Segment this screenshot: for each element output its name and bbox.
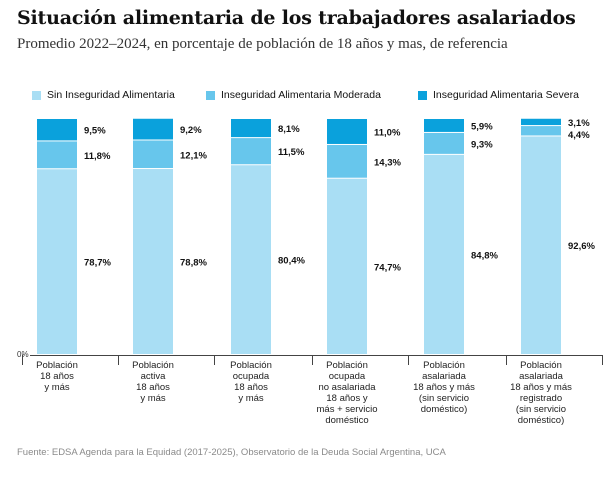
legend-item-sin: Sin Inseguridad Alimentaria <box>32 89 175 101</box>
category-label: ocupada <box>233 371 270 382</box>
legend: Sin Inseguridad Alimentaria Inseguridad … <box>0 89 616 105</box>
category-label: 18 años <box>136 382 170 393</box>
bar-segment-severa <box>133 118 173 140</box>
category-label: no asalariada <box>318 382 376 393</box>
data-label-moderada: 11,8% <box>84 151 111 162</box>
bar-segment-moderada <box>327 144 367 178</box>
bar-segment-moderada <box>521 126 561 136</box>
data-label-severa: 3,1% <box>568 118 590 129</box>
category-label: asalariada <box>422 371 467 382</box>
bar-segment-sin <box>133 169 173 354</box>
bar-segment-moderada <box>37 141 77 169</box>
bar-segment-sin <box>424 154 464 354</box>
category-label: asalariada <box>519 371 564 382</box>
data-label-sin: 84,8% <box>471 250 498 261</box>
data-label-sin: 92,6% <box>568 241 595 252</box>
category-label: Población <box>230 360 272 371</box>
legend-item-moderada: Inseguridad Alimentaria Moderada <box>206 89 381 101</box>
category-label: y más <box>140 393 166 404</box>
data-label-moderada: 4,4% <box>568 130 590 141</box>
category-label: (sin servicio <box>516 404 566 415</box>
bar-segment-sin <box>37 169 77 354</box>
bar-segment-sin <box>231 165 271 354</box>
data-label-sin: 74,7% <box>374 262 401 273</box>
category-label: 18 años <box>234 382 268 393</box>
category-label: activa <box>141 371 167 382</box>
data-label-moderada: 12,1% <box>180 150 207 161</box>
category-label: doméstico) <box>421 404 467 415</box>
data-label-moderada: 9,3% <box>471 139 493 150</box>
category-label: 18 años <box>40 371 74 382</box>
data-label-moderada: 14,3% <box>374 157 401 168</box>
category-label: Población <box>423 360 465 371</box>
category-label: más + servicio <box>317 404 378 415</box>
category-label: (sin servicio <box>419 393 469 404</box>
bar-segment-severa <box>37 119 77 141</box>
legend-item-severa: Inseguridad Alimentaria Severa <box>418 89 579 101</box>
category-label: 18 años y más <box>510 382 572 393</box>
category-label: Población <box>520 360 562 371</box>
category-label: y más <box>44 382 70 393</box>
category-label: doméstico) <box>518 415 564 426</box>
source-note: Fuente: EDSA Agenda para la Equidad (201… <box>17 447 446 458</box>
bar-segment-severa <box>521 118 561 126</box>
bar-segment-severa <box>327 119 367 144</box>
category-label: Población <box>132 360 174 371</box>
y-tick-label: 0% <box>17 350 29 359</box>
legend-label-moderada: Inseguridad Alimentaria Moderada <box>221 89 381 101</box>
data-label-severa: 8,1% <box>278 124 300 135</box>
category-label: Población <box>36 360 78 371</box>
chart-subtitle: Promedio 2022–2024, en porcentaje de pob… <box>17 36 508 52</box>
category-label: 18 años y <box>326 393 367 404</box>
bar-segment-moderada <box>133 140 173 169</box>
chart-title: Situación alimentaria de los trabajadore… <box>17 7 576 29</box>
data-label-sin: 80,4% <box>278 256 305 267</box>
category-label: y más <box>238 393 264 404</box>
bar-segment-moderada <box>424 132 464 154</box>
legend-label-sin: Sin Inseguridad Alimentaria <box>47 89 175 101</box>
data-label-severa: 5,9% <box>471 121 493 132</box>
data-label-sin: 78,7% <box>84 258 111 269</box>
legend-swatch-sin <box>32 90 41 100</box>
bar-segment-sin <box>327 178 367 354</box>
legend-swatch-moderada <box>206 90 215 100</box>
data-label-severa: 9,5% <box>84 126 106 137</box>
bar-segment-severa <box>231 119 271 138</box>
category-label: registrado <box>520 393 562 404</box>
category-label: 18 años y más <box>413 382 475 393</box>
bar-segment-sin <box>521 136 561 354</box>
legend-swatch-severa <box>418 90 427 100</box>
bar-segment-severa <box>424 119 464 132</box>
category-label: doméstico <box>325 415 368 426</box>
category-label: Población <box>326 360 368 371</box>
category-label: ocupada <box>329 371 366 382</box>
legend-label-severa: Inseguridad Alimentaria Severa <box>433 89 579 101</box>
data-label-severa: 9,2% <box>180 125 202 136</box>
data-label-severa: 11,0% <box>374 127 401 138</box>
bar-segment-moderada <box>231 138 271 165</box>
data-label-sin: 78,8% <box>180 258 207 269</box>
data-label-moderada: 11,5% <box>278 147 305 158</box>
